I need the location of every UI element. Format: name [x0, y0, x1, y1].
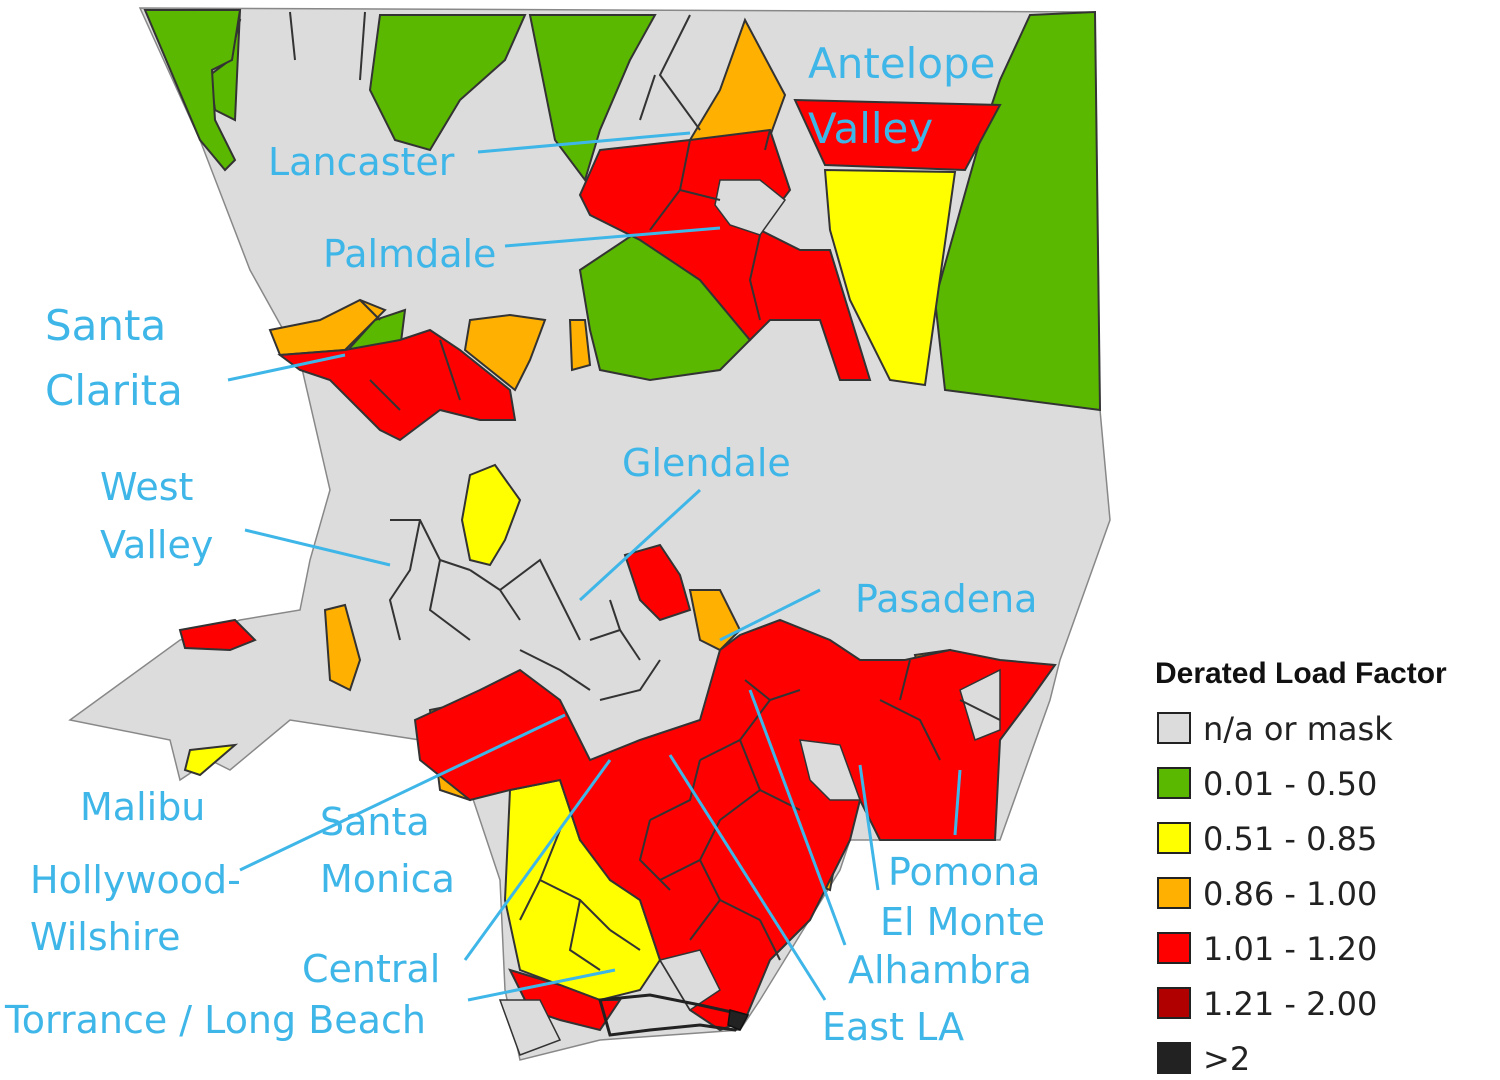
legend-item: 0.01 - 0.50 — [1157, 765, 1377, 803]
region-n-green-2 — [528, 14, 657, 183]
legend-swatch — [1157, 767, 1191, 799]
label-west: West — [100, 465, 193, 509]
legend-item: >2 — [1157, 1040, 1250, 1078]
label-alhambra: Alhambra — [848, 948, 1032, 992]
leader-pasadena — [719, 588, 821, 642]
dark-regions — [598, 993, 750, 1037]
map-labels: Antelope Valley Lancaster Palmdale Santa… — [4, 39, 1045, 1049]
leader-palmdale — [504, 226, 721, 248]
na-east-patch — [959, 668, 1001, 742]
leader-lines — [227, 131, 962, 1002]
label-central: Central — [302, 947, 440, 991]
label-clarita: Clarita — [45, 366, 183, 415]
label-santa: Santa — [45, 301, 166, 350]
legend-swatch — [1157, 932, 1191, 964]
legend-swatch — [1157, 987, 1191, 1019]
legend-label: 0.01 - 0.50 — [1203, 765, 1377, 803]
region-yellow-wv — [460, 463, 522, 567]
label-elmonte: El Monte — [880, 900, 1045, 944]
region-yellow-malibu — [183, 743, 239, 777]
label-antelope: Antelope — [808, 39, 996, 88]
region-red-w — [178, 618, 257, 652]
region-orange-sc3 — [568, 319, 592, 372]
region-nw-green-2 — [143, 9, 242, 172]
leader-west-valley — [244, 528, 391, 567]
legend-item: n/a or mask — [1157, 710, 1393, 748]
label-west-valley: Valley — [100, 523, 213, 567]
na-lb-patch — [658, 949, 721, 1012]
legend-title: Derated Load Factor — [1155, 657, 1447, 690]
legend-label: 0.86 - 1.00 — [1203, 875, 1377, 913]
region-ne-green — [933, 10, 1102, 412]
legend-swatch — [1157, 877, 1191, 909]
legend-swatch — [1157, 712, 1191, 744]
green-regions — [143, 9, 1102, 412]
legend-item: 1.01 - 1.20 — [1157, 930, 1377, 968]
label-torrance: Torrance / Long Beach — [4, 998, 426, 1042]
red-regions — [178, 98, 1057, 1032]
region-n-green — [368, 14, 527, 152]
region-red-palmdale — [578, 128, 872, 381]
legend: Derated Load Factor n/a or mask 0.01 - 0… — [1155, 657, 1447, 1078]
leader-eastla — [668, 754, 827, 1001]
region-orange-wv — [323, 603, 362, 692]
label-hollywood: Hollywood- — [30, 858, 241, 902]
legend-label: 1.21 - 2.00 — [1203, 985, 1377, 1023]
legend-label: 1.01 - 1.20 — [1203, 930, 1377, 968]
leader-lancaster — [477, 131, 691, 154]
legend-swatch — [1157, 1042, 1191, 1074]
label-malibu: Malibu — [80, 785, 205, 829]
label-valley: Valley — [808, 104, 933, 153]
region-red-main — [413, 618, 1057, 1032]
legend-item: 0.86 - 1.00 — [1157, 875, 1377, 913]
leader-central — [463, 759, 612, 961]
label-lancaster: Lancaster — [268, 140, 455, 184]
region-orange-sc2 — [463, 313, 547, 392]
legend-label: >2 — [1203, 1040, 1250, 1078]
cell-boundaries — [289, 11, 1001, 971]
leader-hollywood — [239, 713, 566, 872]
leader-torrance — [467, 968, 616, 1002]
region-red-av — [793, 98, 1002, 172]
legend-item: 0.51 - 0.85 — [1157, 820, 1377, 858]
label-palmdale: Palmdale — [323, 232, 496, 276]
port-area — [598, 993, 748, 1037]
label-pasadena: Pasadena — [855, 577, 1037, 621]
leader-alhambra — [748, 689, 847, 946]
leader-pomona — [858, 764, 880, 891]
na-center-patch — [799, 739, 862, 801]
label-glendale: Glendale — [622, 441, 791, 485]
legend-label: n/a or mask — [1203, 710, 1393, 748]
na-sw-patch — [498, 999, 562, 1056]
port-dark — [727, 1009, 750, 1031]
label-wilshire: Wilshire — [30, 915, 180, 959]
na-patches — [498, 179, 1001, 1056]
legend-swatch — [1157, 822, 1191, 854]
label-pomona: Pomona — [888, 850, 1040, 894]
legend-item: 1.21 - 2.00 — [1157, 985, 1377, 1023]
legend-label: 0.51 - 0.85 — [1203, 820, 1377, 858]
label-santa-monica-1: Santa — [320, 800, 430, 844]
label-eastla: East LA — [822, 1005, 964, 1049]
leader-glendale — [578, 488, 702, 602]
leader-elmonte — [953, 769, 962, 836]
region-yellow-ne — [823, 168, 957, 387]
region-red-glendale — [623, 543, 692, 622]
label-santa-monica-2: Monica — [320, 857, 455, 901]
leader-santa-clarita — [227, 353, 346, 382]
